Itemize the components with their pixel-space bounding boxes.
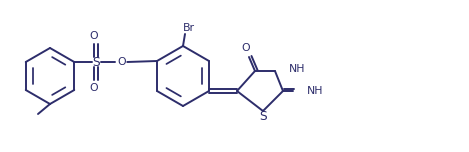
Text: NH: NH xyxy=(307,86,324,96)
Text: S: S xyxy=(259,109,267,123)
Text: O: O xyxy=(89,31,98,41)
Text: S: S xyxy=(92,55,100,69)
Text: O: O xyxy=(242,43,250,53)
Text: O: O xyxy=(89,83,98,93)
Text: O: O xyxy=(117,57,126,67)
Text: Br: Br xyxy=(183,23,195,33)
Text: NH: NH xyxy=(289,64,305,74)
